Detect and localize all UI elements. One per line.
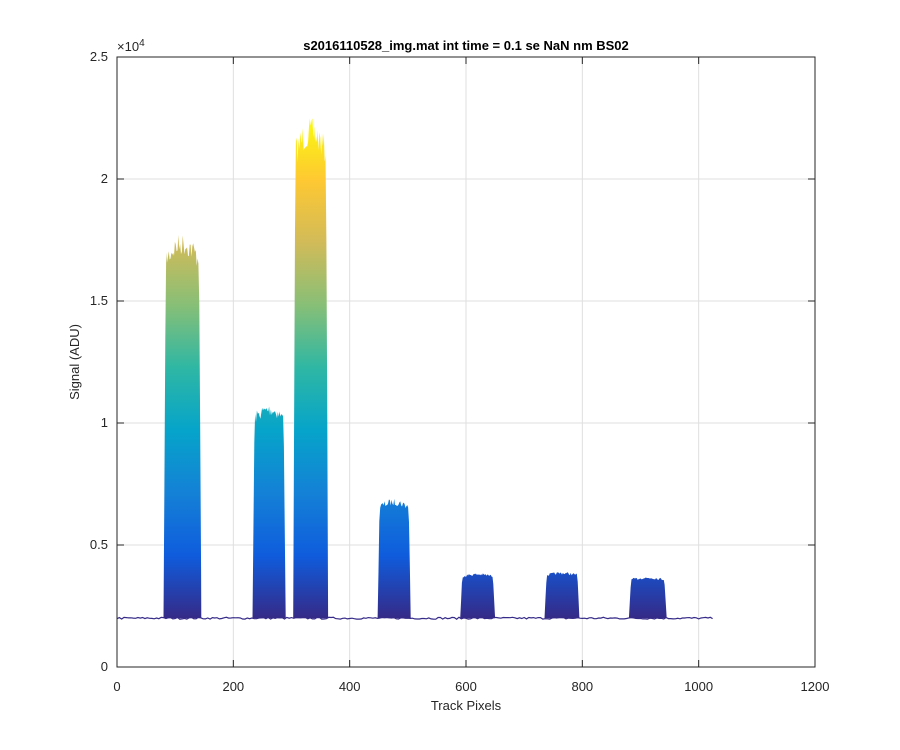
y-tick-labels: 0 0.5 1 1.5 2 2.5 <box>90 49 108 674</box>
x-tick-label: 400 <box>339 679 361 694</box>
x-tick-label: 200 <box>222 679 244 694</box>
x-tick-label: 0 <box>113 679 120 694</box>
y-exponent-base: ×10 <box>117 39 139 54</box>
axes <box>116 56 816 668</box>
y-tick-label: 2.5 <box>90 49 108 64</box>
plot-area <box>116 118 713 620</box>
peak-7 <box>628 577 667 619</box>
y-tick-label: 0 <box>101 659 108 674</box>
y-tick-label: 2 <box>101 171 108 186</box>
chart-title: s2016110528_img.mat int time = 0.1 se Na… <box>303 38 629 53</box>
peak-4 <box>377 498 411 619</box>
peak-3 <box>293 118 329 619</box>
y-tick-label: 0.5 <box>90 537 108 552</box>
y-exponent-power: 4 <box>139 38 145 49</box>
grid <box>116 56 816 668</box>
x-tick-labels: 0 200 400 600 800 1000 1200 <box>113 679 829 694</box>
y-tick-label: 1.5 <box>90 293 108 308</box>
peak-5 <box>460 573 496 619</box>
y-axis-label: Signal (ADU) <box>67 324 82 400</box>
peak-2 <box>252 406 286 619</box>
peak-6 <box>544 572 580 619</box>
x-tick-label: 1000 <box>684 679 713 694</box>
x-tick-label: 800 <box>571 679 593 694</box>
x-tick-label: 1200 <box>801 679 830 694</box>
baseline-trace <box>116 616 713 620</box>
x-tick-label: 600 <box>455 679 477 694</box>
x-axis-label: Track Pixels <box>431 698 502 713</box>
y-tick-label: 1 <box>101 415 108 430</box>
y-exponent-label: ×104 <box>117 38 145 54</box>
peak-1 <box>163 235 202 619</box>
